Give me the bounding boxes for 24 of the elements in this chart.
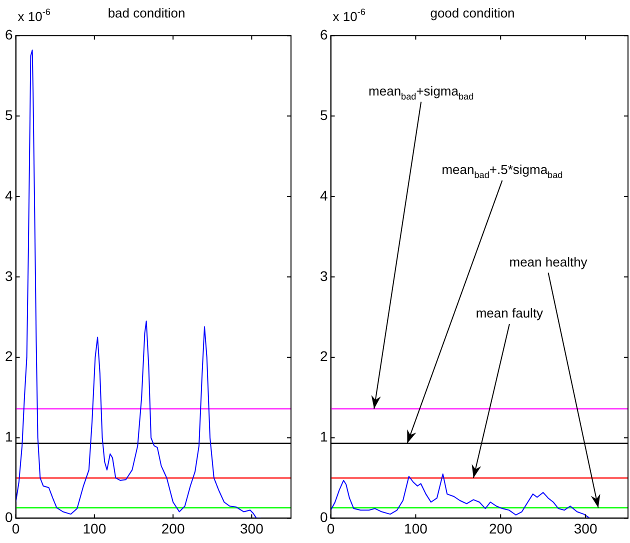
x-tick-label: 100 [404,520,428,536]
y-tick-label: 4 [320,187,328,204]
y-tick-label: 6 [320,26,328,42]
x-tick-label: 300 [574,520,598,536]
annotation: mean healthy [509,254,588,270]
y-tick-label: 5 [4,106,13,123]
chart-title: bad condition [108,5,186,20]
y-tick-label: 1 [320,428,328,445]
y-tick-label: 3 [4,268,13,284]
y-tick-label: 4 [4,187,13,204]
y-tick-label: 6 [4,26,13,42]
y-tick-label: 5 [320,106,328,123]
y-tick-label: 2 [320,348,328,364]
chart-title: good condition [430,5,515,20]
x-tick-label: 200 [488,520,513,536]
y-tick-label: 0 [320,509,328,526]
x-tick-label: 200 [161,520,185,536]
y-tick-label: 1 [4,428,13,445]
annotation: mean faulty [476,306,544,321]
y-tick-label: 3 [320,268,328,284]
x-tick-label: 100 [82,520,106,536]
x-tick-label: 300 [240,520,264,536]
y-tick-label: 0 [4,509,13,526]
y-tick-label: 2 [4,348,13,364]
